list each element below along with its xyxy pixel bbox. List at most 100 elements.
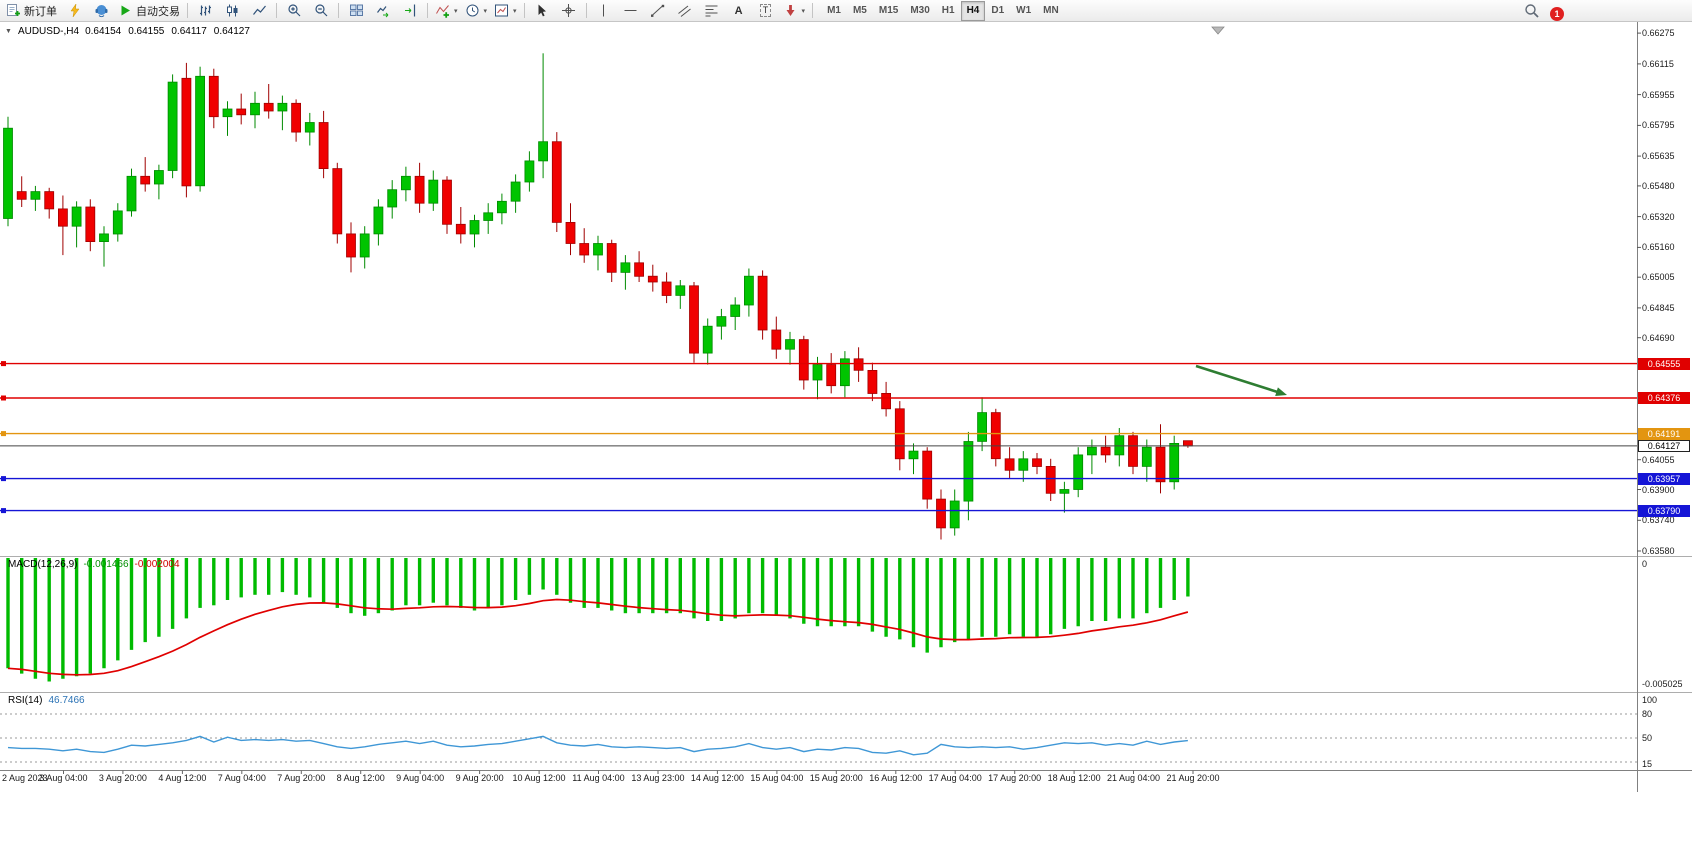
price-axis-tick: 0.64690 xyxy=(1642,332,1675,343)
horizontal-line-button[interactable] xyxy=(618,0,644,22)
trendline-button[interactable] xyxy=(645,0,671,22)
chevron-down-icon: ▾ xyxy=(454,7,458,15)
macd-main-value: -0.001466 xyxy=(83,559,129,570)
zoom-in-button[interactable] xyxy=(281,0,307,22)
timeframe-m1[interactable]: M1 xyxy=(827,5,841,16)
auto-trading-button[interactable]: 自动交易 xyxy=(115,0,183,22)
arrow-annotation[interactable] xyxy=(1195,364,1281,395)
toolbar-right-tools: 1 xyxy=(1524,3,1564,24)
zoom-out-button[interactable] xyxy=(308,0,334,22)
timeframe-m5[interactable]: M5 xyxy=(852,5,867,16)
toolbar-separator xyxy=(427,3,428,18)
time-axis-label: 7 Aug 20:00 xyxy=(277,773,326,783)
channel-icon xyxy=(678,5,691,17)
text-label-tool-icon: T xyxy=(759,4,772,17)
auto-scroll-button[interactable] xyxy=(370,0,396,22)
price-axis-tick: 0.66115 xyxy=(1642,58,1674,69)
price-axis-tick: 0.65955 xyxy=(1642,89,1675,100)
price-level-badge: 0.64555 xyxy=(1638,357,1690,370)
trendline-icon xyxy=(651,4,665,17)
line-handle[interactable] xyxy=(1,476,6,482)
timeframe-m30[interactable]: M30 xyxy=(910,5,930,16)
timeframe-group: M1 M5 M15 M30 H1 H4 D1 W1 MN xyxy=(821,0,1065,21)
rsi-axis-tick: 100 xyxy=(1642,695,1658,705)
arrows-button[interactable]: ▾ xyxy=(780,0,809,22)
vertical-line-icon xyxy=(603,4,605,17)
price-level-badge: 0.64191 xyxy=(1638,427,1690,440)
timeframe-h1[interactable]: H1 xyxy=(941,5,955,16)
price-axis-tick: 0.65635 xyxy=(1642,151,1675,162)
line-handle[interactable] xyxy=(1,395,6,401)
metaeditor-button[interactable] xyxy=(61,0,87,22)
time-axis-label: 2 Aug 2023 xyxy=(2,773,48,783)
rsi-value: 46.7466 xyxy=(48,695,85,706)
price-axis-tick: 0.65795 xyxy=(1642,120,1675,131)
headset-icon xyxy=(95,5,107,18)
timeframe-mn[interactable]: MN xyxy=(1043,5,1059,16)
cursor-button[interactable] xyxy=(529,0,555,22)
text-button[interactable]: A xyxy=(726,0,752,22)
time-axis-label: 17 Aug 20:00 xyxy=(988,773,1042,783)
time-axis-label: 17 Aug 04:00 xyxy=(928,773,982,783)
price-axis-tick: 0.63900 xyxy=(1642,484,1675,495)
periods-button[interactable]: ▾ xyxy=(462,0,491,22)
fibonacci-icon xyxy=(705,5,718,17)
price-axis-tick: 0.65160 xyxy=(1642,242,1675,253)
line-handle[interactable] xyxy=(1,508,6,514)
notification-badge[interactable]: 1 xyxy=(1550,6,1564,21)
chevron-down-icon: ▾ xyxy=(513,7,517,15)
timeframe-h4[interactable]: H4 xyxy=(960,0,986,21)
macd-axis-tick: -0.005025 xyxy=(1642,679,1683,689)
time-axis-label: 10 Aug 12:00 xyxy=(512,773,566,783)
line-handle[interactable] xyxy=(1,361,6,367)
price-axis-tick: 0.65320 xyxy=(1642,211,1675,222)
price-level-badge: 0.64376 xyxy=(1638,392,1690,404)
rsi-indicator-label: RSI(14) 46.7466 xyxy=(8,695,85,706)
channel-button[interactable] xyxy=(672,0,698,22)
chart-shift-button[interactable] xyxy=(397,0,423,22)
templates-button[interactable]: ▾ xyxy=(491,0,520,22)
ohlc-values: 0.64154 0.64155 0.64117 0.64127 xyxy=(85,26,250,37)
chevron-down-icon: ▾ xyxy=(801,7,806,15)
time-axis-label: 15 Aug 04:00 xyxy=(750,773,804,783)
collapse-triangle-icon[interactable]: ▼ xyxy=(5,28,12,35)
horizontal-line-icon xyxy=(624,10,637,11)
new-order-button[interactable]: 新订单 xyxy=(3,0,60,22)
tile-windows-button[interactable] xyxy=(343,0,369,22)
time-axis-label: 13 Aug 23:00 xyxy=(631,773,685,783)
rsi-axis-tick: 80 xyxy=(1642,709,1653,719)
tile-windows-icon xyxy=(349,4,363,16)
price-axis-tick: 0.64055 xyxy=(1642,454,1675,465)
rsi-name: RSI(14) xyxy=(8,695,43,706)
chart-shift-marker[interactable] xyxy=(1211,26,1225,35)
fibonacci-button[interactable] xyxy=(699,0,725,22)
vertical-line-button[interactable] xyxy=(591,0,617,22)
auto-trading-label: 自动交易 xyxy=(136,5,180,18)
community-button[interactable] xyxy=(88,0,114,22)
timeframe-w1[interactable]: W1 xyxy=(1016,5,1032,16)
time-axis-label: 21 Aug 04:00 xyxy=(1107,773,1161,783)
toolbar-separator xyxy=(523,3,525,18)
search-button[interactable] xyxy=(1524,3,1540,24)
chart-shift-icon xyxy=(404,4,415,17)
line-handle[interactable] xyxy=(1,431,6,437)
crosshair-button[interactable] xyxy=(556,0,582,22)
arrow-symbols-icon xyxy=(786,5,795,16)
bar-chart-button[interactable] xyxy=(192,0,218,22)
text-label-button[interactable]: T xyxy=(753,0,779,22)
price-level-badge: 0.63790 xyxy=(1638,504,1690,517)
timeframe-d1[interactable]: D1 xyxy=(991,5,1005,16)
price-axis-tick: 0.63740 xyxy=(1642,515,1675,526)
arrow-annotation-head[interactable] xyxy=(1275,387,1287,396)
toolbar-separator xyxy=(338,3,339,18)
toolbar-separator xyxy=(187,3,188,18)
indicators-button[interactable]: ▾ xyxy=(432,0,461,22)
text-tool-icon: A xyxy=(734,4,743,17)
play-icon xyxy=(121,5,130,16)
candlestick-chart-button[interactable] xyxy=(219,0,245,22)
macd-name: MACD(12,26,9) xyxy=(8,559,78,570)
line-chart-button[interactable] xyxy=(246,0,272,22)
timeframe-m15[interactable]: M15 xyxy=(878,5,899,16)
time-axis-label: 3 Aug 20:00 xyxy=(98,773,147,783)
